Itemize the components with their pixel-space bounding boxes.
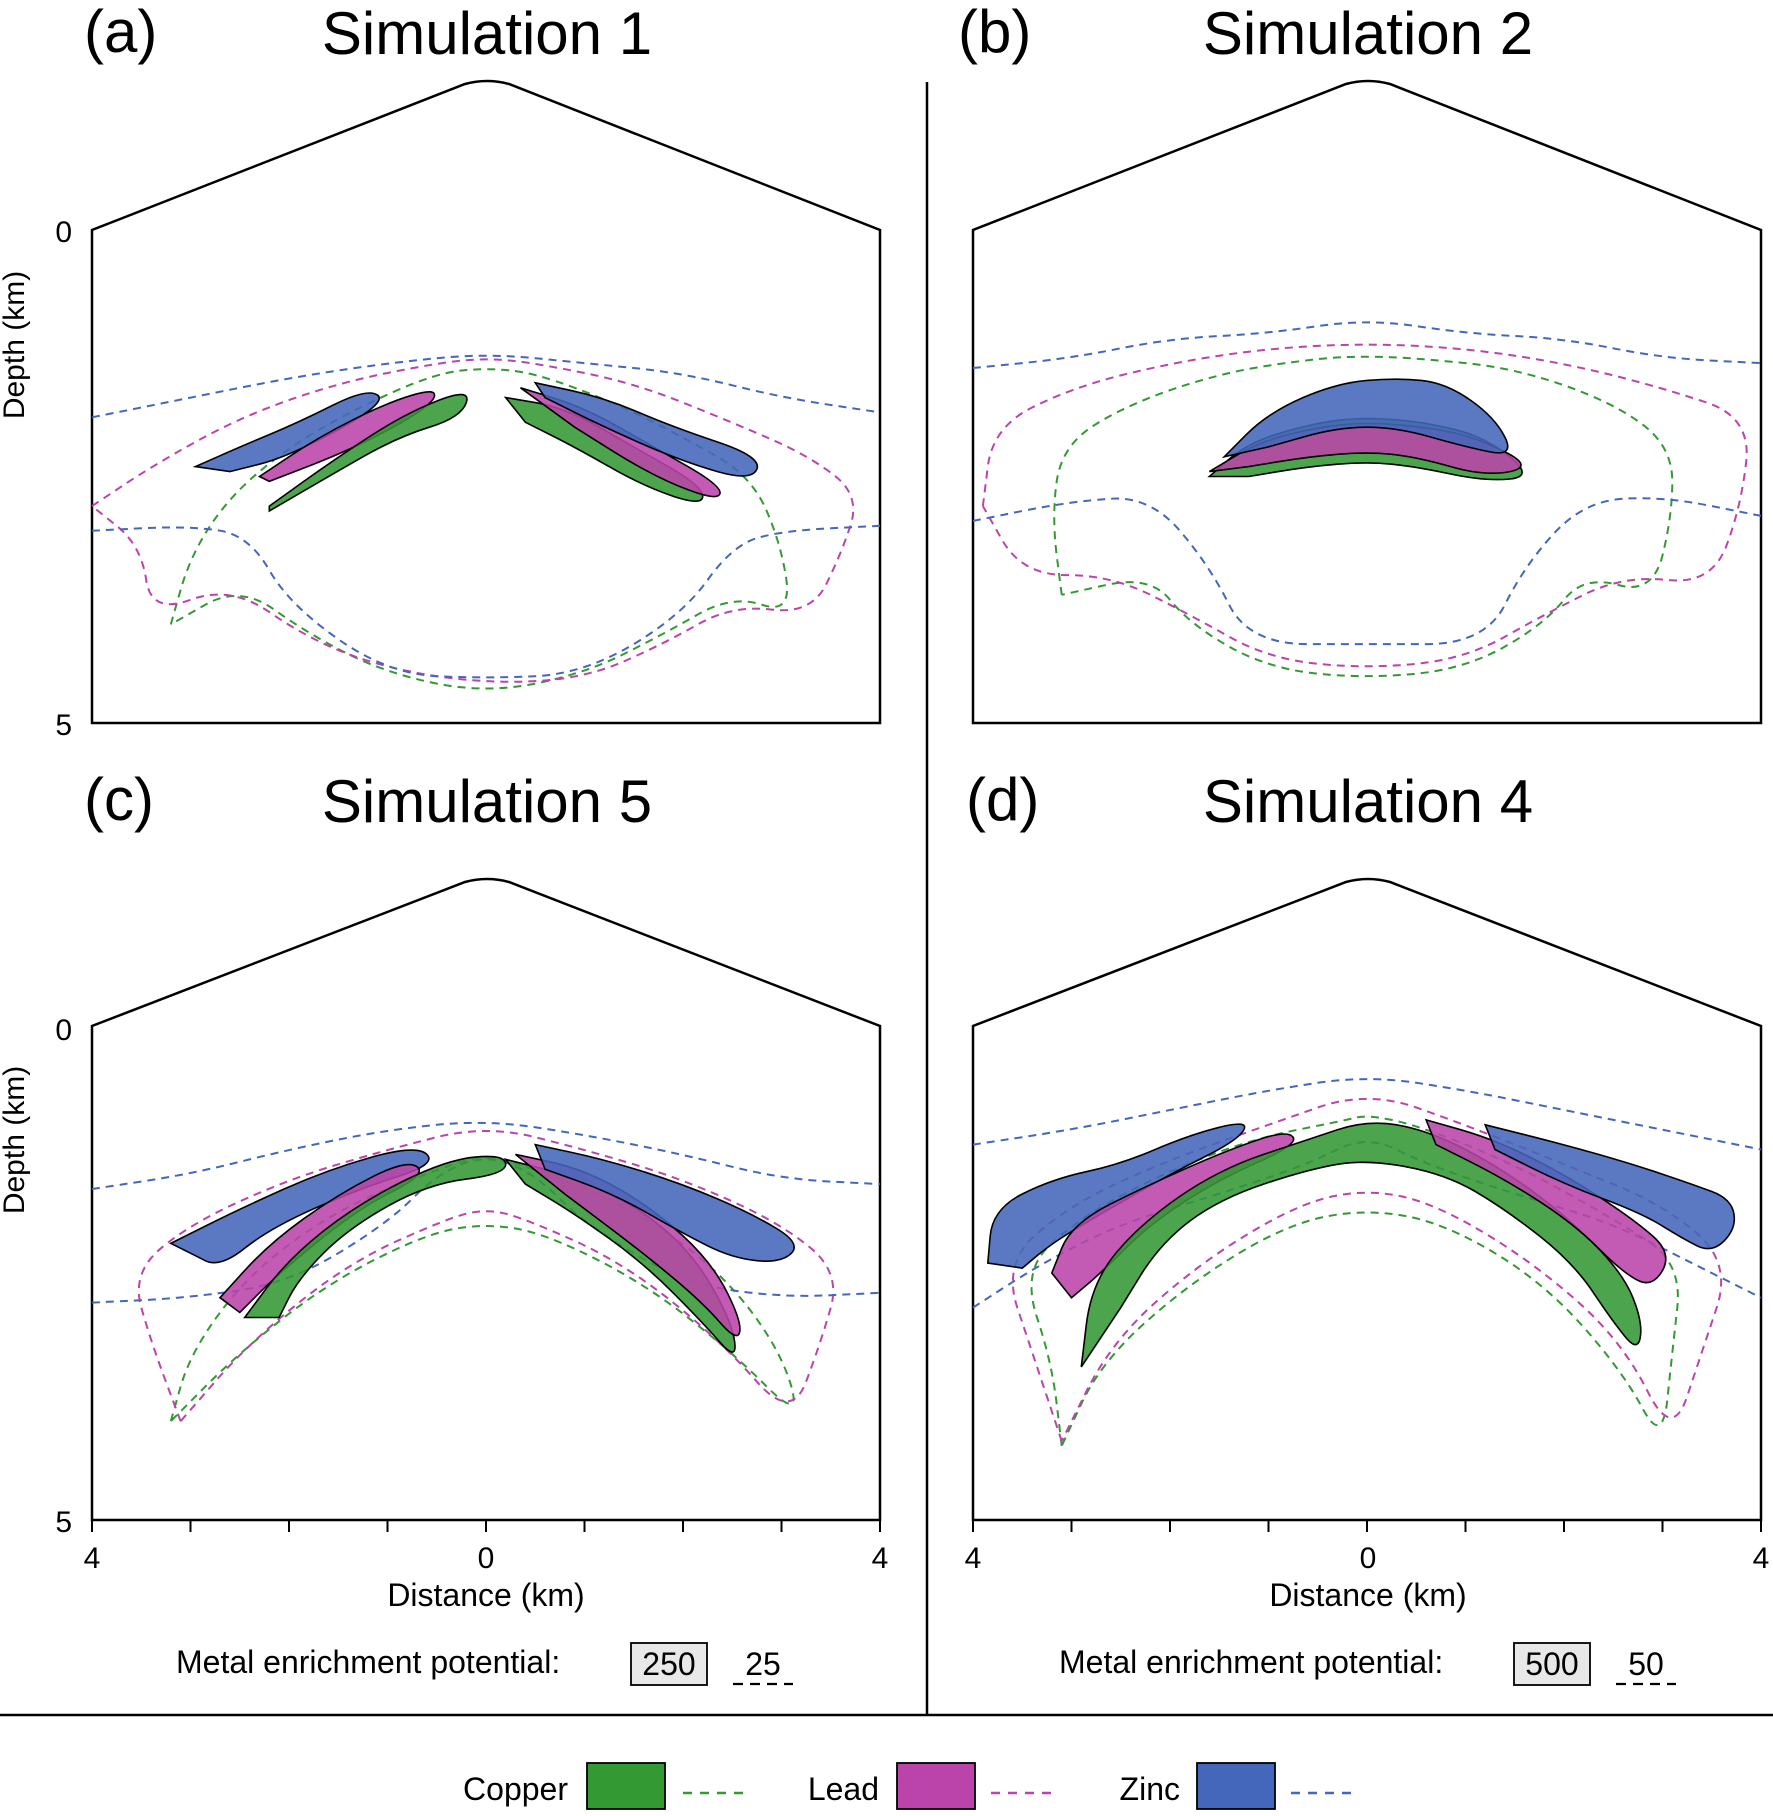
ylabel-a: Depth (km) — [0, 271, 31, 419]
panel-title-d: Simulation 4 — [1203, 768, 1533, 835]
lead-dashed-region — [91, 358, 855, 683]
ytick-5-a: 5 — [55, 709, 72, 742]
enrichment-solid-box-right — [1513, 1642, 1591, 1686]
ylabel-c: Depth (km) — [0, 1066, 31, 1214]
copper-filled-region — [243, 1155, 507, 1319]
legend-item-copper: Copper — [463, 1762, 745, 1810]
panel-title-b: Simulation 2 — [1203, 0, 1533, 67]
xlabel-c: Distance (km) — [387, 1577, 584, 1613]
xtick-center-d: 0 — [1360, 1542, 1377, 1575]
panel-label-c: (c) — [84, 766, 154, 833]
panel-b: (b) Simulation 2 — [958, 0, 1763, 725]
plot-area-a — [91, 354, 881, 690]
enrichment-solid-value-left: 250 — [642, 1646, 695, 1682]
enrichment-dashed-value-right: 50 — [1628, 1646, 1664, 1682]
volcano-outline-a — [90, 79, 882, 725]
xticks-d — [972, 1520, 1762, 1532]
xtick-left-c: 4 — [84, 1542, 101, 1575]
xlabel-d: Distance (km) — [1269, 1577, 1466, 1613]
enrichment-label-left: Metal enrichment potential: 250 25 — [176, 1642, 793, 1686]
copper-filled-region — [268, 393, 468, 513]
panel-d: (d) Simulation 4 4 0 4 Distance (km) — [965, 766, 1770, 1613]
ytick-5-c: 5 — [55, 1506, 72, 1539]
zinc-filled-region — [169, 1149, 430, 1264]
enrichment-solid-value-right: 500 — [1525, 1646, 1578, 1682]
ytick-0-c: 0 — [55, 1014, 72, 1047]
zinc-dashed-region — [91, 524, 881, 679]
enrichment-solid-box-left — [630, 1642, 708, 1686]
plot-area-d — [972, 1078, 1762, 1447]
plot-area-b — [972, 321, 1762, 678]
legend-item-lead: Lead — [808, 1762, 1053, 1810]
copper-filled-region — [1080, 1122, 1642, 1368]
panel-title-c: Simulation 5 — [322, 768, 652, 835]
enrichment-label-right: Metal enrichment potential: 500 50 — [1059, 1642, 1676, 1686]
xticks-c — [91, 1520, 881, 1532]
xtick-right-c: 4 — [872, 1542, 889, 1575]
enrichment-text-left: Metal enrichment potential: — [176, 1644, 560, 1680]
copper-dashed-region — [169, 368, 789, 690]
zinc-dashed-region — [972, 1078, 1762, 1151]
copper-dashed-region — [169, 1157, 795, 1422]
zinc-dashed-region — [972, 497, 1762, 646]
zinc-filled-region — [533, 381, 759, 477]
zinc-dashed-region — [91, 1121, 881, 1190]
legend-label-lead: Lead — [808, 1771, 879, 1807]
panel-c: (c) Simulation 5 Depth (km) 0 5 4 0 4 Di… — [0, 766, 888, 1613]
zinc-dashed-region — [91, 354, 881, 419]
legend-swatch-copper — [586, 1762, 666, 1810]
ytick-0-a: 0 — [55, 216, 72, 249]
xtick-left-d: 4 — [965, 1542, 982, 1575]
copper-dashed-region — [1053, 355, 1674, 678]
enrichment-text-right: Metal enrichment potential: — [1059, 1644, 1443, 1680]
zinc-filled-region — [1483, 1123, 1736, 1250]
volcano-outline-c — [90, 877, 882, 1522]
zinc-filled-region — [1221, 378, 1509, 459]
xtick-center-c: 0 — [478, 1542, 495, 1575]
volcano-outline-d — [971, 877, 1763, 1522]
panel-a: (a) Simulation 1 Depth (km) 0 5 — [0, 0, 882, 742]
legend-item-zinc: Zinc — [1120, 1762, 1353, 1810]
lead-dashed-region — [981, 343, 1748, 668]
legend-label-zinc: Zinc — [1120, 1771, 1180, 1807]
plot-area-c — [91, 1121, 881, 1422]
legend-label-copper: Copper — [463, 1771, 568, 1807]
legend: Copper Lead Zinc — [463, 1762, 1353, 1810]
legend-swatch-zinc — [1196, 1762, 1276, 1810]
xtick-right-d: 4 — [1753, 1542, 1770, 1575]
panel-label-b: (b) — [958, 0, 1031, 65]
panel-title-a: Simulation 1 — [322, 0, 652, 67]
panel-label-d: (d) — [966, 766, 1039, 833]
panel-label-a: (a) — [84, 0, 157, 65]
zinc-dashed-region — [972, 321, 1762, 369]
legend-swatch-lead — [896, 1762, 976, 1810]
enrichment-dashed-value-left: 25 — [745, 1646, 781, 1682]
zinc-filled-region — [534, 1143, 795, 1262]
volcano-outline-b — [971, 79, 1763, 725]
